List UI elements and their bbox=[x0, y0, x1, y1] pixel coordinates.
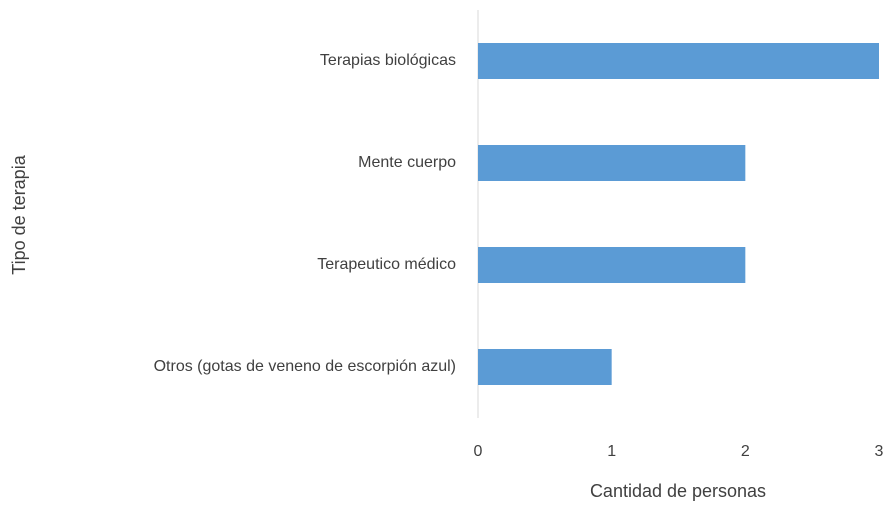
bar bbox=[478, 349, 612, 385]
y-axis-title: Tipo de terapia bbox=[9, 154, 29, 274]
x-tick-label: 3 bbox=[875, 443, 884, 460]
y-tick-label: Mente cuerpo bbox=[358, 154, 456, 171]
x-axis-title: Cantidad de personas bbox=[590, 481, 766, 501]
x-tick-label: 0 bbox=[474, 443, 483, 460]
x-tick-label: 2 bbox=[741, 443, 750, 460]
bar bbox=[478, 43, 879, 79]
x-tick-label: 1 bbox=[607, 443, 616, 460]
y-tick-label: Otros (gotas de veneno de escorpión azul… bbox=[154, 358, 456, 375]
bar bbox=[478, 247, 746, 283]
y-tick-label: Terapias biológicas bbox=[320, 52, 456, 69]
y-tick-label: Terapeutico médico bbox=[317, 256, 456, 273]
bar bbox=[478, 145, 746, 181]
